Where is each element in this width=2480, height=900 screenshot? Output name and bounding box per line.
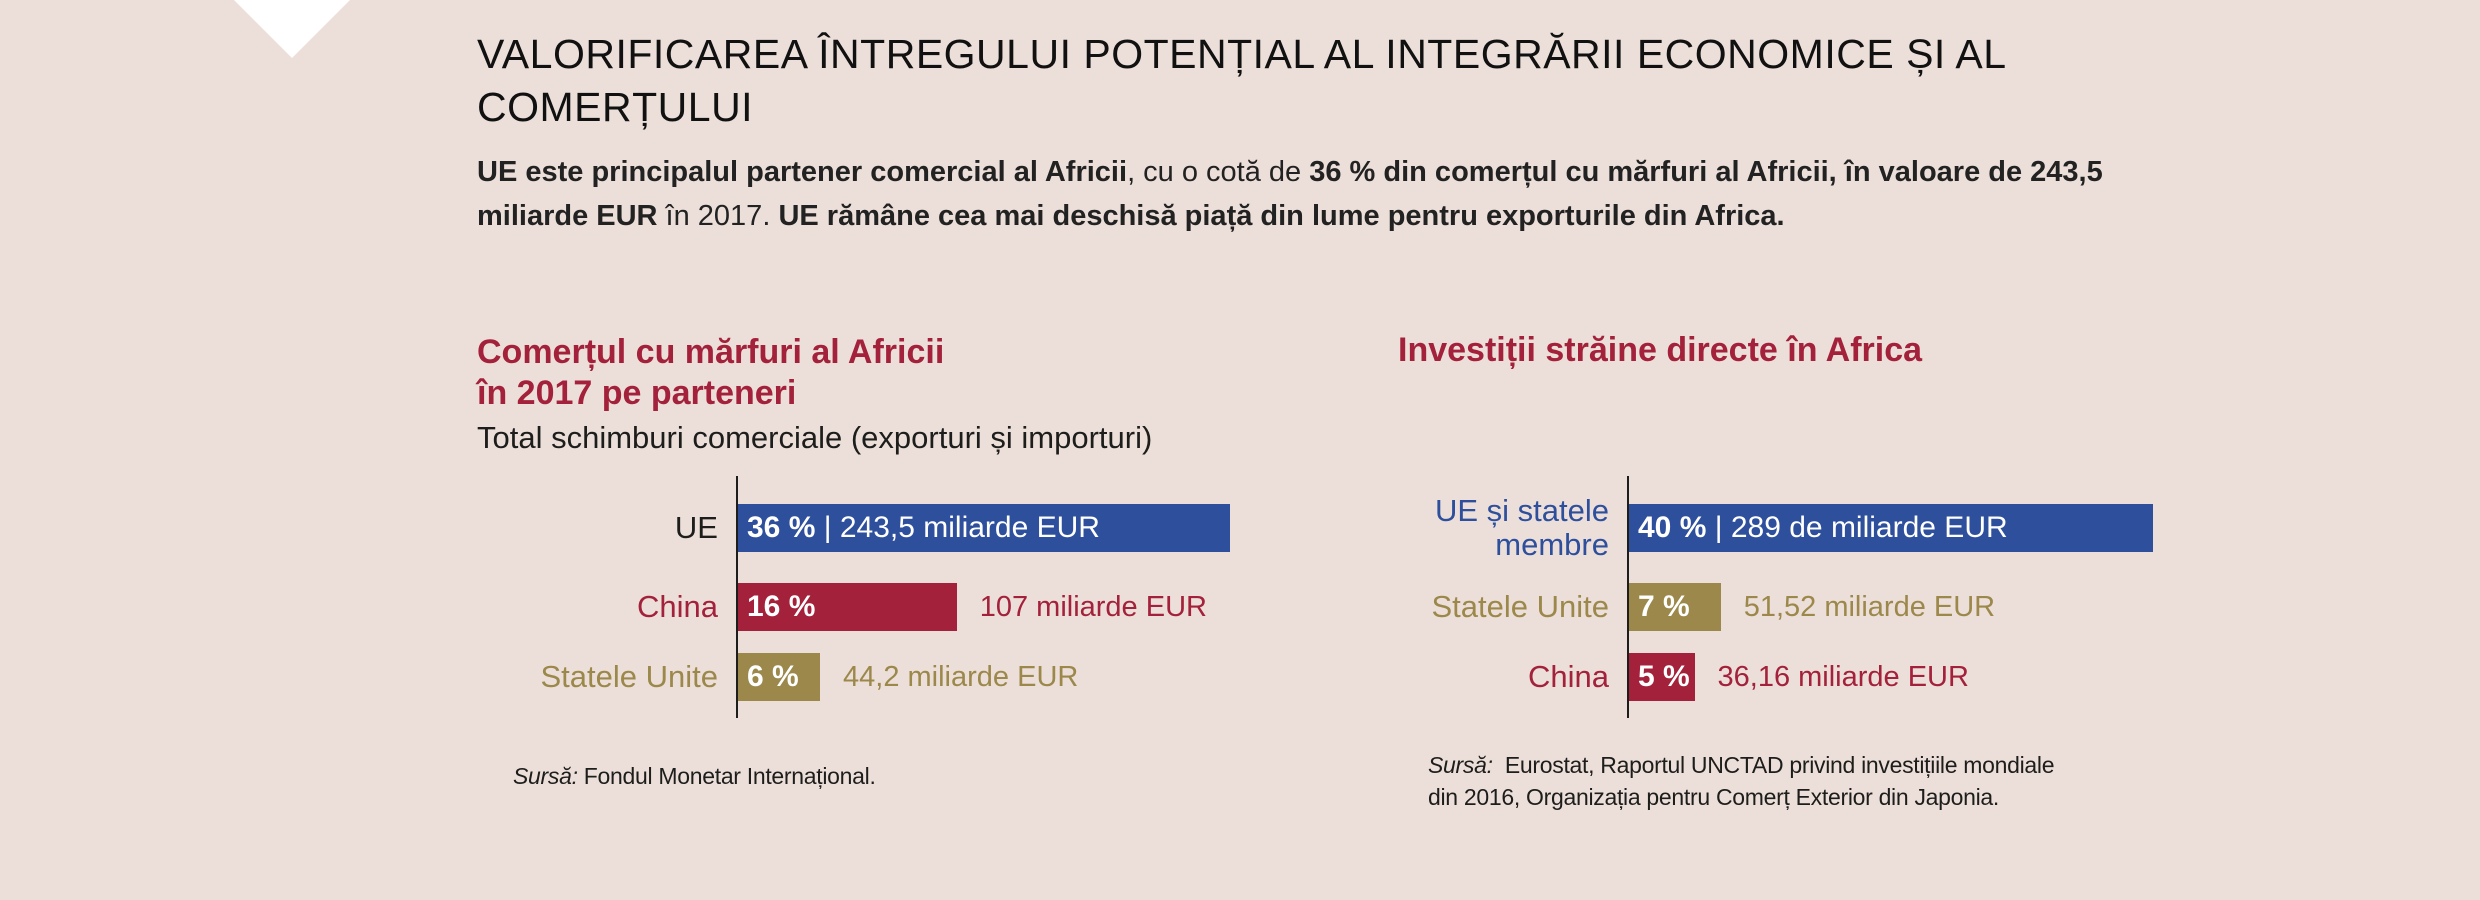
percent-label: 36 % | 243,5 miliarde EUR [747, 504, 1100, 552]
intro-paragraph: UE este principalul partener comercial a… [477, 150, 2117, 238]
category-label-line: UE [674, 510, 718, 545]
chart2-title-line: Investiții străine directe în Africa [1398, 331, 1923, 369]
category-label-line: Statele Unite [540, 659, 719, 694]
percent-value: 36 % [747, 511, 816, 544]
amount-label: 44,2 miliarde EUR [843, 661, 1079, 693]
source-text-line: din 2016, Organizația pentru Comerț Exte… [1428, 784, 2000, 810]
chart2-axis [1627, 476, 1629, 718]
category-label-line: China [1528, 659, 1609, 694]
intro-segment: 36 % din comerțul cu mărfuri al Africii,… [477, 156, 2103, 232]
chart1-source: Sursă: Fondul Monetar Internațional. [513, 760, 876, 792]
source-label: Sursă: [1428, 752, 1493, 778]
chart1-title: Comerțul cu mărfuri al Africii în 2017 p… [477, 332, 944, 414]
amount-label: 107 miliarde EUR [979, 591, 1207, 623]
percent-value: 40 % [1638, 511, 1707, 544]
percent-value: 5 % [1638, 660, 1690, 693]
intro-segment: , cu o cotă de [1127, 156, 1310, 188]
percent-value: 7 % [1638, 590, 1690, 623]
chart1-subtitle: Total schimburi comerciale (exporturi și… [477, 420, 1153, 455]
chart1-axis [736, 476, 738, 718]
category-label: UE și statele membre [1435, 494, 1609, 562]
category-label-line: China [637, 589, 718, 624]
percent-value: 6 % [747, 660, 799, 693]
bar-2 [738, 653, 821, 701]
category-label: Statele Unite [1432, 590, 1610, 624]
source-text-line: Eurostat, Raportul UNCTAD privind invest… [1504, 752, 2055, 778]
intro-segment: UE rămâne cea mai deschisă piață din lum… [778, 200, 1785, 232]
percent-label: 5 % [1638, 653, 1690, 701]
chart2-source: Sursă: Eurostat, Raportul UNCTAD privind… [1428, 749, 2055, 813]
chart2-title: Investiții străine directe în Africa [1398, 330, 1922, 371]
category-label: UE [675, 511, 718, 545]
category-label-line: membre [1495, 527, 1609, 562]
percent-label: 6 % [747, 653, 799, 701]
percent-value: 16 % [747, 590, 816, 623]
percent-label: 40 % | 289 de miliarde EUR [1638, 504, 2008, 552]
chart1-title-line: Comerțul cu mărfuri al Africii [477, 333, 945, 371]
decorative-triangle [234, 0, 350, 58]
bar-1 [738, 583, 957, 631]
category-label: China [637, 590, 718, 624]
intro-segment: UE este principalul partener comercial a… [477, 156, 1128, 188]
category-label: China [1528, 660, 1609, 694]
chart1-title-line: în 2017 pe parteneri [477, 374, 797, 412]
percent-label: 16 % [747, 583, 815, 631]
amount-label: 36,16 miliarde EUR [1717, 661, 1969, 693]
percent-label: 7 % [1638, 583, 1690, 631]
amount-label: | 243,5 miliarde EUR [815, 511, 1100, 544]
bar-0 [738, 504, 1231, 552]
amount-label: | 289 de miliarde EUR [1706, 511, 2008, 544]
source-text: Fondul Monetar Internațional. [583, 763, 876, 789]
bar-2 [1629, 653, 1695, 701]
source-label: Sursă: [513, 763, 578, 789]
bar-1 [1629, 583, 1721, 631]
category-label-line: UE și statele [1434, 493, 1609, 528]
category-label-line: Statele Unite [1431, 589, 1610, 624]
bar-0 [1629, 504, 2153, 552]
intro-segment: în 2017. [657, 200, 779, 232]
category-label: Statele Unite [541, 660, 719, 694]
page-title: VALORIFICAREA ÎNTREGULUI POTENȚIAL AL IN… [477, 31, 2006, 130]
amount-label: 51,52 miliarde EUR [1743, 591, 1996, 623]
